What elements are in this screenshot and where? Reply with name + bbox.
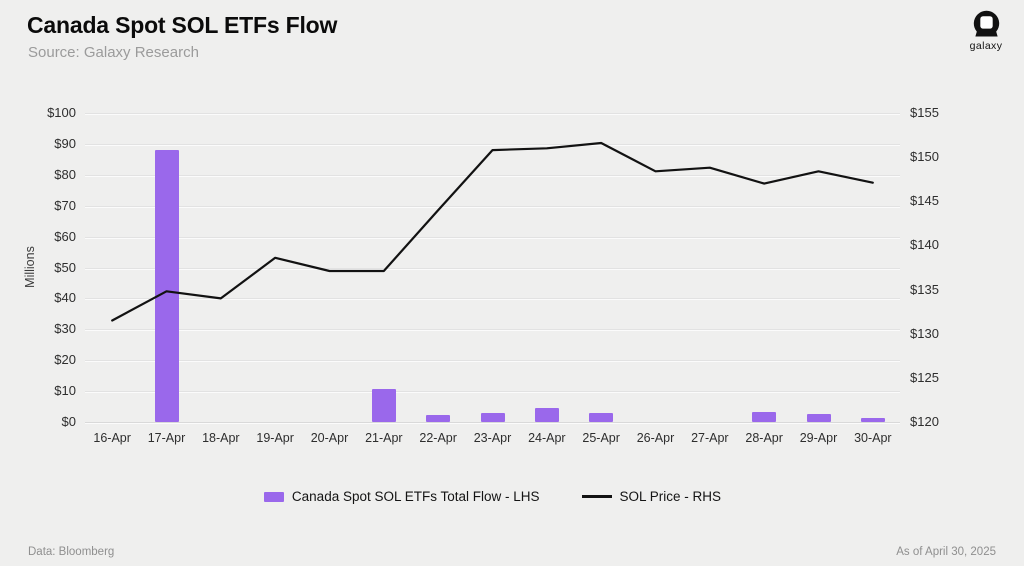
x-axis-ticks: 16-Apr 17-Apr 18-Apr 19-Apr 20-Apr 21-Apr 22-A… xyxy=(85,431,900,449)
grid-line-20 xyxy=(85,360,900,362)
grid-line-10 xyxy=(85,391,900,393)
bar-25-Apr xyxy=(589,413,614,422)
legend-label: SOL Price - RHS xyxy=(619,489,722,504)
right-axis-ticks: $120 $125 $130 $135 $140 $145 $150 $155 xyxy=(910,105,980,429)
x-tick-22-Apr: 22-Apr xyxy=(419,431,457,445)
galaxy-logo-label: galaxy xyxy=(969,40,1003,52)
x-tick-16-Apr: 16-Apr xyxy=(93,431,131,445)
x-tick-18-Apr: 18-Apr xyxy=(202,431,240,445)
axis-tick: $120 xyxy=(910,414,939,429)
x-tick-17-Apr: 17-Apr xyxy=(147,431,186,445)
x-tick-25-Apr: 25-Apr xyxy=(582,431,620,445)
axis-tick: $20 xyxy=(54,352,76,368)
grid-line-0 xyxy=(85,422,900,423)
x-tick-19-Apr: 19-Apr xyxy=(256,431,294,445)
axis-tick: $140 xyxy=(910,237,939,253)
bar-29-Apr xyxy=(806,413,831,422)
axis-tick: $100 xyxy=(47,105,76,120)
footer-asof: As of April 30, 2025 xyxy=(896,546,996,558)
axis-tick: $90 xyxy=(54,135,76,151)
axis-tick: $135 xyxy=(910,281,939,297)
axis-tick: $30 xyxy=(54,321,76,337)
axis-tick: $40 xyxy=(54,290,76,306)
galaxy-logo-icon xyxy=(973,10,999,37)
x-tick-27-Apr: 27-Apr xyxy=(691,431,729,445)
axis-tick: $60 xyxy=(54,228,76,244)
grid-line-90 xyxy=(85,143,900,145)
legend-label: Canada Spot SOL ETFs Total Flow - LHS xyxy=(291,489,540,504)
axis-tick: $155 xyxy=(910,105,939,120)
legend: Canada Spot SOL ETFs Total Flow - LHS SOL… xyxy=(85,489,900,504)
axis-tick: $0 xyxy=(61,414,76,429)
x-tick-20-Apr: 20-Apr xyxy=(310,431,349,445)
page-title: Canada Spot SOL ETFs Flow xyxy=(27,12,338,38)
axis-tick: $125 xyxy=(910,369,939,385)
bar-28-Apr xyxy=(752,412,777,422)
bottom-strip xyxy=(0,566,1024,571)
grid-line-60 xyxy=(85,236,900,238)
axis-tick: $70 xyxy=(54,197,76,213)
axis-tick: $80 xyxy=(54,166,76,182)
grid-line-40 xyxy=(85,298,900,300)
bar-23-Apr xyxy=(480,413,505,422)
legend-item: SOL Price - RHS xyxy=(581,489,722,504)
axis-tick: $150 xyxy=(910,149,939,165)
grid-line-100 xyxy=(85,113,900,114)
bar-21-Apr xyxy=(371,389,396,422)
axis-tick: $145 xyxy=(910,193,939,209)
left-axis-ticks: $0 $10 $20 $30 $40 $50 $60 $70 $80 $90 $100 xyxy=(0,105,76,429)
grid-line-70 xyxy=(85,205,900,207)
x-tick-30-Apr: 30-Apr xyxy=(854,431,892,445)
legend-line-swatch xyxy=(581,495,612,498)
x-tick-24-Apr: 24-Apr xyxy=(528,431,566,445)
bar-22-Apr xyxy=(426,414,451,422)
axis-tick: $130 xyxy=(910,325,939,341)
sol-price-line xyxy=(111,141,874,322)
footer-source: Data: Bloomberg xyxy=(28,546,115,558)
grid-line-30 xyxy=(85,329,900,331)
x-tick-21-Apr: 21-Apr xyxy=(365,431,403,445)
bar-24-Apr xyxy=(534,408,559,422)
legend-bar-swatch xyxy=(263,491,284,502)
bar-17-Apr xyxy=(154,150,179,422)
x-tick-26-Apr: 26-Apr xyxy=(636,431,675,445)
galaxy-logo: galaxy xyxy=(964,10,1008,52)
page-subtitle: Source: Galaxy Research xyxy=(28,44,199,61)
legend-item: Canada Spot SOL ETFs Total Flow - LHS xyxy=(263,489,540,504)
axis-tick: $10 xyxy=(54,383,76,399)
plot-area xyxy=(85,113,900,423)
axis-tick: $50 xyxy=(54,259,76,275)
grid-line-50 xyxy=(85,267,900,269)
x-tick-29-Apr: 29-Apr xyxy=(799,431,838,445)
x-tick-28-Apr: 28-Apr xyxy=(745,431,783,445)
bar-30-Apr xyxy=(860,418,885,422)
x-tick-23-Apr: 23-Apr xyxy=(473,431,512,445)
grid-line-80 xyxy=(85,174,900,176)
